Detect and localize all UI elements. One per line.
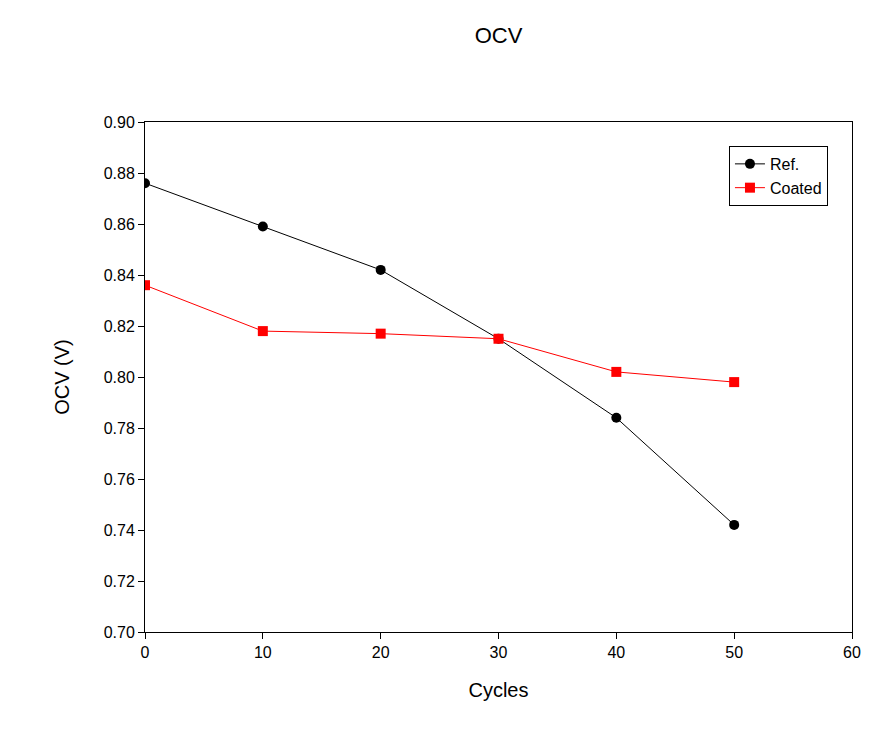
svg-text:OCV (V): OCV (V): [51, 339, 73, 415]
svg-text:0.84: 0.84: [104, 267, 135, 284]
svg-text:30: 30: [490, 644, 508, 661]
svg-text:OCV: OCV: [475, 23, 523, 48]
svg-text:0.90: 0.90: [104, 114, 135, 131]
svg-text:0.74: 0.74: [104, 522, 135, 539]
svg-text:0.72: 0.72: [104, 573, 135, 590]
svg-text:Ref.: Ref.: [770, 156, 799, 173]
svg-text:0.76: 0.76: [104, 471, 135, 488]
svg-text:50: 50: [725, 644, 743, 661]
svg-text:10: 10: [254, 644, 272, 661]
svg-text:0.70: 0.70: [104, 624, 135, 641]
svg-text:40: 40: [607, 644, 625, 661]
svg-text:0: 0: [141, 644, 150, 661]
svg-text:0.82: 0.82: [104, 318, 135, 335]
svg-text:0.86: 0.86: [104, 216, 135, 233]
svg-text:0.78: 0.78: [104, 420, 135, 437]
svg-text:Coated: Coated: [770, 180, 822, 197]
svg-text:0.88: 0.88: [104, 165, 135, 182]
svg-text:20: 20: [372, 644, 390, 661]
svg-text:Cycles: Cycles: [468, 679, 528, 701]
svg-text:60: 60: [843, 644, 861, 661]
svg-text:0.80: 0.80: [104, 369, 135, 386]
